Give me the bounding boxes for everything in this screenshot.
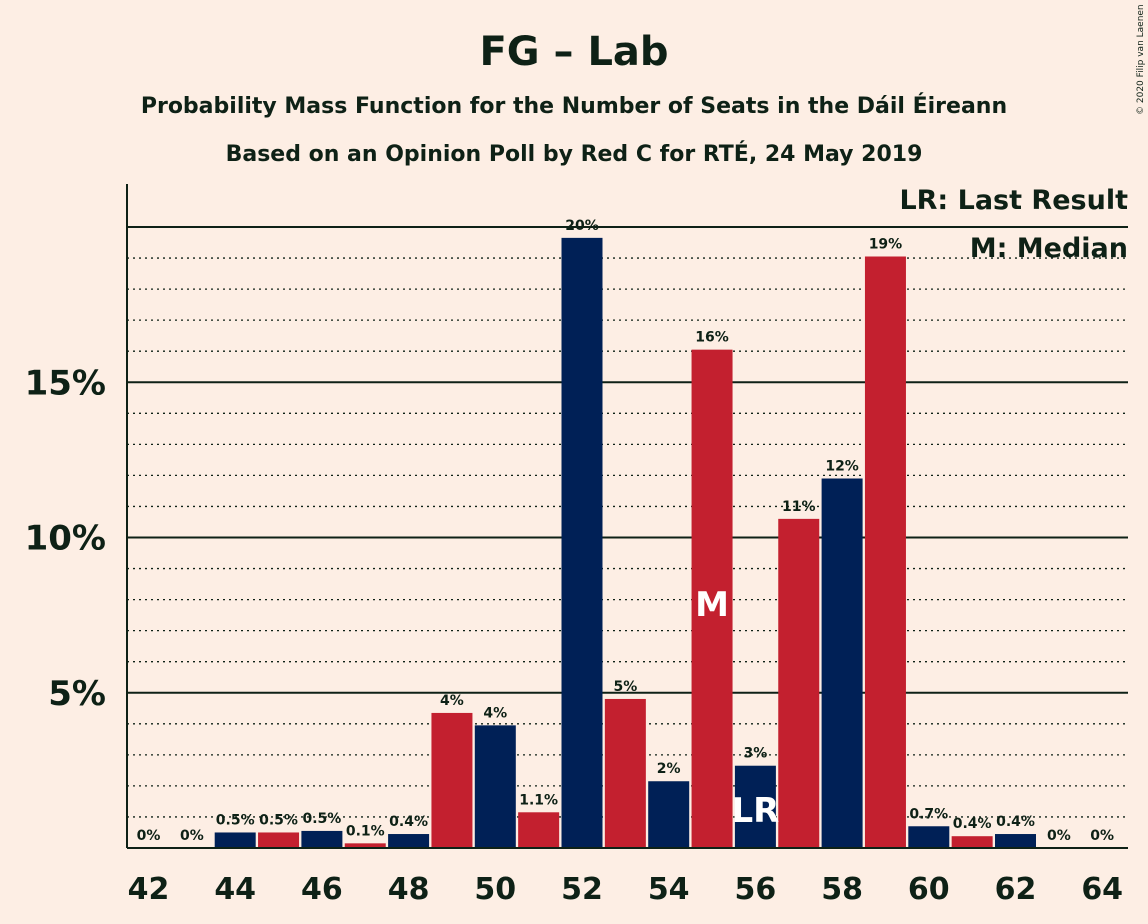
value-label-49: 4% [440, 693, 464, 709]
x-tick-label: 52 [561, 872, 603, 907]
legend-last-result: LR: Last Result [899, 185, 1128, 216]
value-label-53: 5% [613, 679, 637, 695]
bar-52 [561, 237, 603, 848]
value-label-55: 16% [695, 330, 729, 346]
x-tick-label: 58 [821, 872, 863, 907]
copyright-text: © 2020 Filip van Laenen [1136, 4, 1146, 115]
bar-44 [214, 832, 256, 848]
value-label-50: 4% [483, 705, 507, 721]
y-tick-labels: 5% 10% 15% [25, 363, 106, 714]
bar-45 [258, 832, 300, 848]
bar-62 [995, 834, 1036, 848]
bar-60 [908, 826, 950, 848]
value-label-57: 11% [782, 499, 816, 515]
value-label-45: 0.5% [259, 812, 298, 828]
bar-59 [864, 256, 906, 848]
bar-48 [388, 834, 430, 848]
x-tick-label: 56 [735, 872, 777, 907]
value-label-52: 20% [565, 218, 599, 234]
bar-55 [691, 349, 733, 848]
y-tick-label: 10% [25, 519, 106, 559]
value-label-44: 0.5% [216, 812, 255, 828]
value-label-56: 3% [744, 746, 768, 762]
x-tick-label: 54 [648, 872, 690, 907]
value-label-63: 0% [1047, 828, 1071, 844]
markers: M LR [695, 585, 779, 831]
bar-57 [778, 518, 820, 848]
y-tick-label: 15% [25, 363, 106, 403]
x-tick-label: 50 [474, 872, 516, 907]
x-tick-label: 60 [908, 872, 950, 907]
value-label-47: 0.1% [346, 823, 385, 839]
median-marker: M [695, 585, 729, 625]
x-tick-label: 48 [388, 872, 430, 907]
chart-subtitle-line-2: Based on an Opinion Poll by Red C for RT… [226, 141, 923, 167]
value-label-46: 0.5% [302, 811, 341, 827]
bar-61 [951, 836, 993, 848]
chart-subtitle-line-1: Probability Mass Function for the Number… [141, 93, 1007, 119]
value-label-60: 0.7% [909, 806, 948, 822]
value-label-62: 0.4% [996, 814, 1035, 830]
bar-46 [301, 830, 343, 848]
bar-50 [474, 725, 516, 848]
x-tick-label: 64 [1081, 872, 1123, 907]
chart-title: FG – Lab [479, 29, 668, 75]
bar-47 [344, 843, 386, 848]
value-label-48: 0.4% [389, 814, 428, 830]
x-tick-labels: 42 44 46 48 50 52 54 56 58 60 62 64 [128, 872, 1123, 907]
bar-53 [604, 698, 646, 848]
value-label-61: 0.4% [953, 816, 992, 832]
bar-54 [648, 781, 690, 848]
legend-median: M: Median [970, 233, 1128, 264]
grid [127, 226, 1128, 818]
x-tick-label: 46 [301, 872, 343, 907]
bar-56 [734, 765, 776, 848]
last-result-marker: LR [731, 791, 779, 831]
bar-58 [821, 478, 863, 848]
axes [126, 184, 1128, 849]
value-label-64: 0% [1090, 828, 1114, 844]
x-tick-label: 44 [214, 872, 256, 907]
bar-51 [518, 812, 560, 848]
x-tick-label: 62 [995, 872, 1037, 907]
value-label-43: 0% [180, 828, 204, 844]
value-label-54: 2% [657, 761, 681, 777]
y-tick-label: 5% [48, 674, 106, 714]
bars [214, 237, 1036, 848]
x-tick-label: 42 [128, 872, 170, 907]
bar-49 [431, 712, 473, 848]
value-label-59: 19% [869, 236, 903, 252]
value-label-58: 12% [825, 459, 859, 475]
value-label-51: 1.1% [519, 792, 558, 808]
value-label-42: 0% [137, 828, 161, 844]
value-labels: 0% 0%0.5% 0.5% 0.5%0.1%0.4%4%4%1.1%20%5%2%1… [137, 218, 1114, 844]
